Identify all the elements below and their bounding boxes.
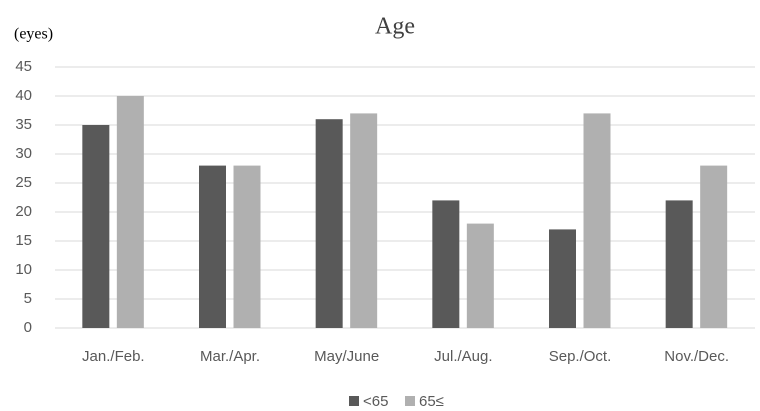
x-tick-label: Sep./Oct.	[549, 348, 612, 365]
x-tick-label: Nov./Dec.	[664, 348, 729, 365]
y-tick-label: 20	[15, 203, 32, 220]
legend-label: <65	[363, 393, 388, 410]
bar	[466, 223, 494, 328]
legend-swatch	[405, 396, 415, 406]
bar	[116, 96, 144, 328]
y-tick-label: 35	[15, 116, 32, 133]
y-tick-label: 40	[15, 87, 32, 104]
bar	[199, 165, 226, 328]
legend-label: 65≤	[419, 393, 444, 410]
y-tick-label: 0	[24, 319, 32, 336]
x-tick-label: Jan./Feb.	[82, 348, 145, 365]
y-axis-label: (eyes)	[14, 26, 53, 43]
bar	[350, 113, 378, 329]
bar	[665, 200, 693, 328]
chart-title: Age	[375, 14, 415, 40]
bar	[432, 200, 460, 328]
bar	[583, 113, 611, 329]
y-tick-label: 5	[24, 290, 32, 307]
bar	[549, 229, 576, 328]
x-tick-label: May/June	[314, 348, 379, 365]
bar	[700, 165, 728, 328]
y-tick-label: 25	[15, 174, 32, 191]
x-tick-label: Jul./Aug.	[434, 348, 492, 365]
y-tick-label: 30	[15, 145, 32, 162]
y-tick-label: 15	[15, 232, 32, 249]
bar	[82, 125, 110, 328]
legend-swatch	[349, 396, 359, 406]
bar	[233, 165, 261, 328]
bar	[315, 119, 343, 328]
y-tick-label: 45	[15, 58, 32, 75]
y-tick-label: 10	[15, 261, 32, 278]
x-tick-label: Mar./Apr.	[200, 348, 260, 365]
